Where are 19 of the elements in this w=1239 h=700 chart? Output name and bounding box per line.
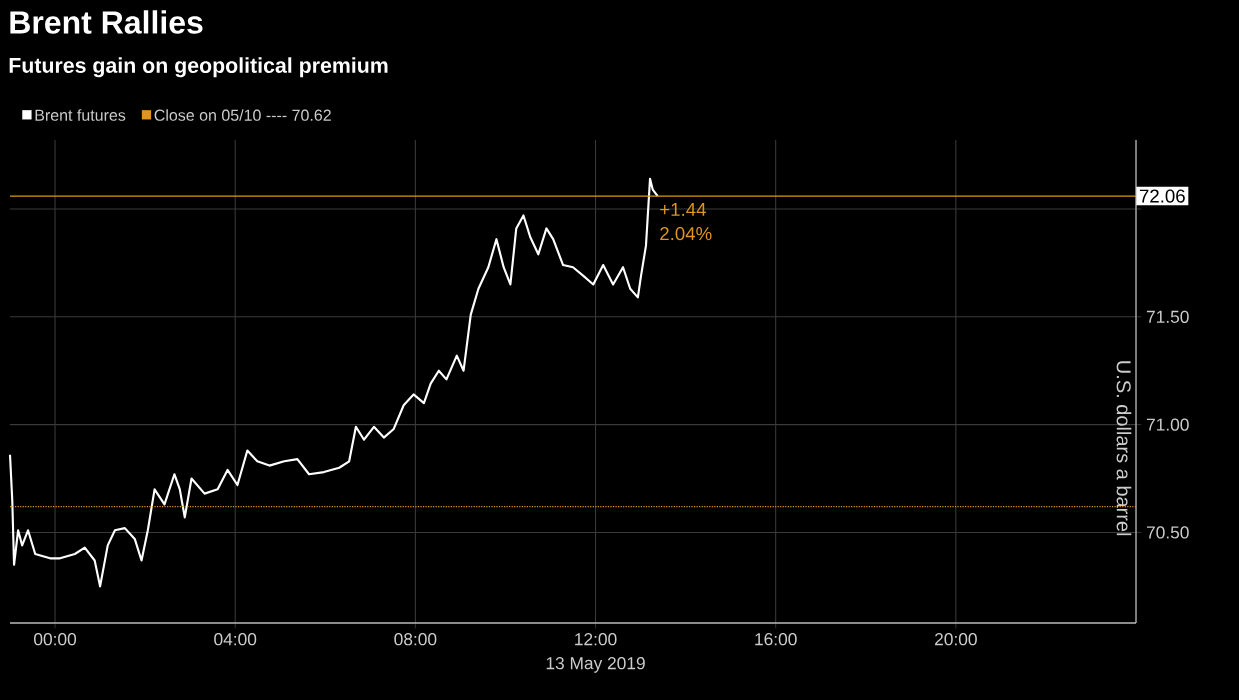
y-axis-title: U.S. dollars a barrel bbox=[1116, 361, 1132, 536]
legend-label: Close on 05/10 ---- 70.62 bbox=[154, 109, 331, 121]
x-tick-label: 08:00 bbox=[394, 633, 437, 646]
x-tick-label: 16:00 bbox=[755, 633, 797, 646]
annotation: +1.44 bbox=[660, 203, 706, 216]
x-tick-label: 12:00 bbox=[575, 633, 617, 646]
annotation: 2.04% bbox=[660, 226, 712, 241]
x-tick-label: 20:00 bbox=[935, 633, 977, 646]
chart-title: Brent Rallies bbox=[10, 10, 203, 34]
y-tick-label: 71.50 bbox=[1146, 310, 1189, 323]
ref-line-label: 72.06 bbox=[1139, 189, 1185, 203]
x-tick-label: 00:00 bbox=[34, 633, 77, 646]
x-tick-label: 04:00 bbox=[214, 633, 257, 646]
line-series bbox=[8, 177, 659, 588]
y-tick-label: 71.00 bbox=[1146, 418, 1189, 431]
chart-subtitle: Futures gain on geopolitical premium bbox=[9, 57, 388, 78]
y-tick-label: 70.50 bbox=[1146, 526, 1189, 539]
legend-label: Brent futures bbox=[35, 109, 126, 121]
x-axis-title: 13 May 2019 bbox=[546, 657, 645, 673]
